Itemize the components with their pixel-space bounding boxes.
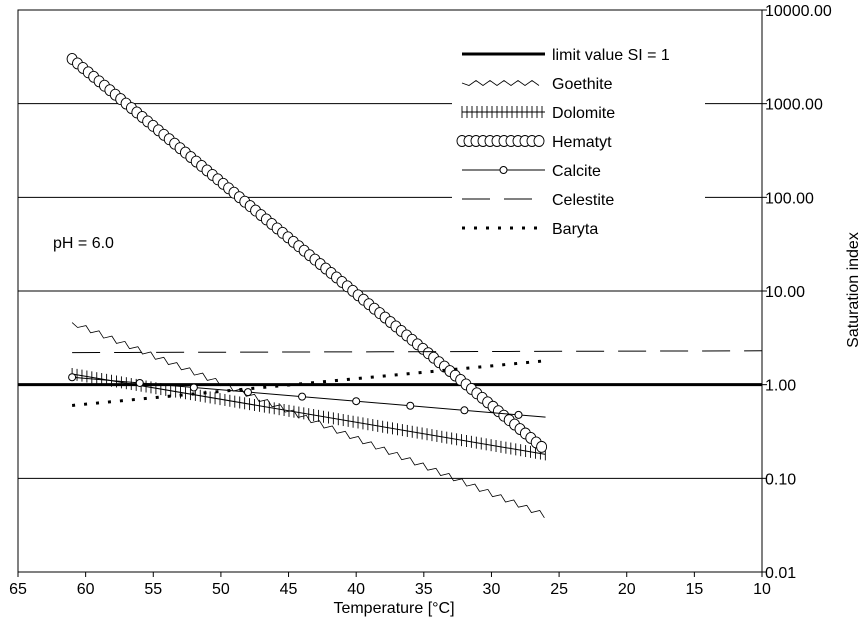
legend-goethite-label: Goethite <box>552 76 613 93</box>
series-calcite-marker <box>298 392 307 401</box>
series-calcite-marker <box>352 397 361 406</box>
legend-hematyt-swatch-marker <box>533 135 545 147</box>
legend-calcite-label: Calcite <box>552 163 601 180</box>
x-tick-label: 20 <box>618 581 636 598</box>
y-tick-label: 10.00 <box>765 284 805 301</box>
x-tick-label: 45 <box>280 581 298 598</box>
legend: limit value SI = 1 Goethite Dolomite Hematy… <box>456 47 670 238</box>
series-calcite-marker <box>243 388 252 397</box>
x-tick-label: 50 <box>212 581 230 598</box>
series-calcite-marker <box>406 401 415 410</box>
y-tick-label: 1000.00 <box>765 97 823 114</box>
legend-hematyt-label: Hematyt <box>552 134 612 151</box>
x-tick-label: 65 <box>9 581 27 598</box>
legend-goethite-swatch <box>461 80 540 86</box>
series-calcite-marker <box>514 410 523 419</box>
x-tick-label: 40 <box>347 581 365 598</box>
series-baryta <box>71 359 546 407</box>
series-calcite-marker <box>189 383 198 392</box>
x-tick-label: 30 <box>483 581 501 598</box>
series-celestite <box>72 350 763 354</box>
legend-calcite-marker <box>499 166 508 174</box>
y-tick-label: 0.01 <box>765 565 796 582</box>
series-calcite-marker <box>135 378 144 387</box>
y-tick-label: 10000.00 <box>765 3 832 20</box>
series-hematyt-marker <box>536 440 548 453</box>
y-axis: 0.01 0.10 1.00 10.00 100.00 1000.00 10000.00 <box>762 3 832 582</box>
series-calcite-marker <box>460 406 469 415</box>
legend-celestite-label: Celestite <box>552 192 614 209</box>
x-tick-label: 55 <box>144 581 162 598</box>
x-axis: 65 60 55 50 45 40 35 30 25 20 15 10 <box>9 572 771 598</box>
legend-baryta-label: Baryta <box>552 221 598 238</box>
annotation-ph: pH = 6.0 <box>53 235 114 252</box>
legend-dolomite-label: Dolomite <box>552 105 615 122</box>
y-tick-label: 0.10 <box>765 471 796 488</box>
x-tick-label: 15 <box>685 581 703 598</box>
y-axis-title: Saturation index <box>845 232 862 348</box>
y-tick-label: 1.00 <box>765 378 796 395</box>
y-tick-label: 100.00 <box>765 190 814 207</box>
x-tick-label: 60 <box>77 581 95 598</box>
series-layer <box>18 53 763 519</box>
x-tick-label: 35 <box>415 581 433 598</box>
x-axis-title: Temperature [°C] <box>333 600 454 617</box>
series-calcite-marker <box>68 373 77 382</box>
legend-limit-label: limit value SI = 1 <box>552 47 670 64</box>
x-tick-label: 10 <box>753 581 771 598</box>
grid-lines <box>18 103 762 479</box>
x-tick-label: 25 <box>550 581 568 598</box>
